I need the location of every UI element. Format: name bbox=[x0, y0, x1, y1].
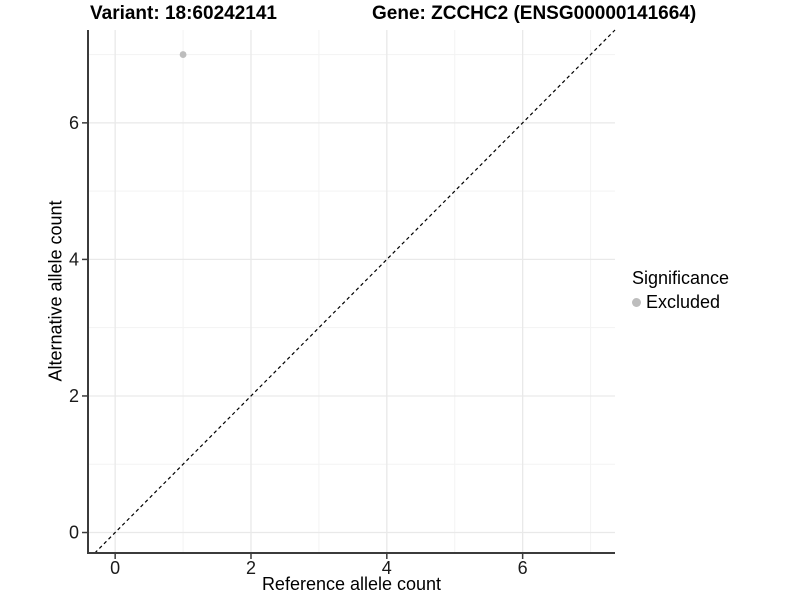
y-tick-label: 2 bbox=[69, 386, 79, 406]
data-point bbox=[179, 51, 187, 58]
plot-title-gene: Gene: ZCCHC2 (ENSG00000141664) bbox=[372, 3, 697, 24]
x-tick-label: 4 bbox=[382, 558, 392, 578]
x-tick-label: 6 bbox=[518, 558, 528, 578]
identity-dashed-line bbox=[94, 29, 616, 554]
x-axis-title: Reference allele count bbox=[261, 574, 442, 594]
y-tick-label: 0 bbox=[69, 523, 79, 543]
legend-item-excluded: Excluded bbox=[632, 292, 729, 313]
legend-item-label: Excluded bbox=[646, 292, 721, 312]
y-tick-label: 4 bbox=[69, 249, 79, 269]
legend-title: Significance bbox=[632, 268, 730, 288]
y-tick-label: 6 bbox=[69, 113, 79, 133]
plot-title-variant: Variant: 18:60242141 bbox=[90, 3, 277, 24]
excluded-point-swatch bbox=[632, 298, 641, 307]
legend: Significance Excluded bbox=[632, 268, 729, 313]
x-tick-label: 2 bbox=[246, 558, 256, 578]
y-axis-title: Alternative allele count bbox=[45, 200, 66, 382]
x-tick-label: 0 bbox=[110, 558, 120, 578]
